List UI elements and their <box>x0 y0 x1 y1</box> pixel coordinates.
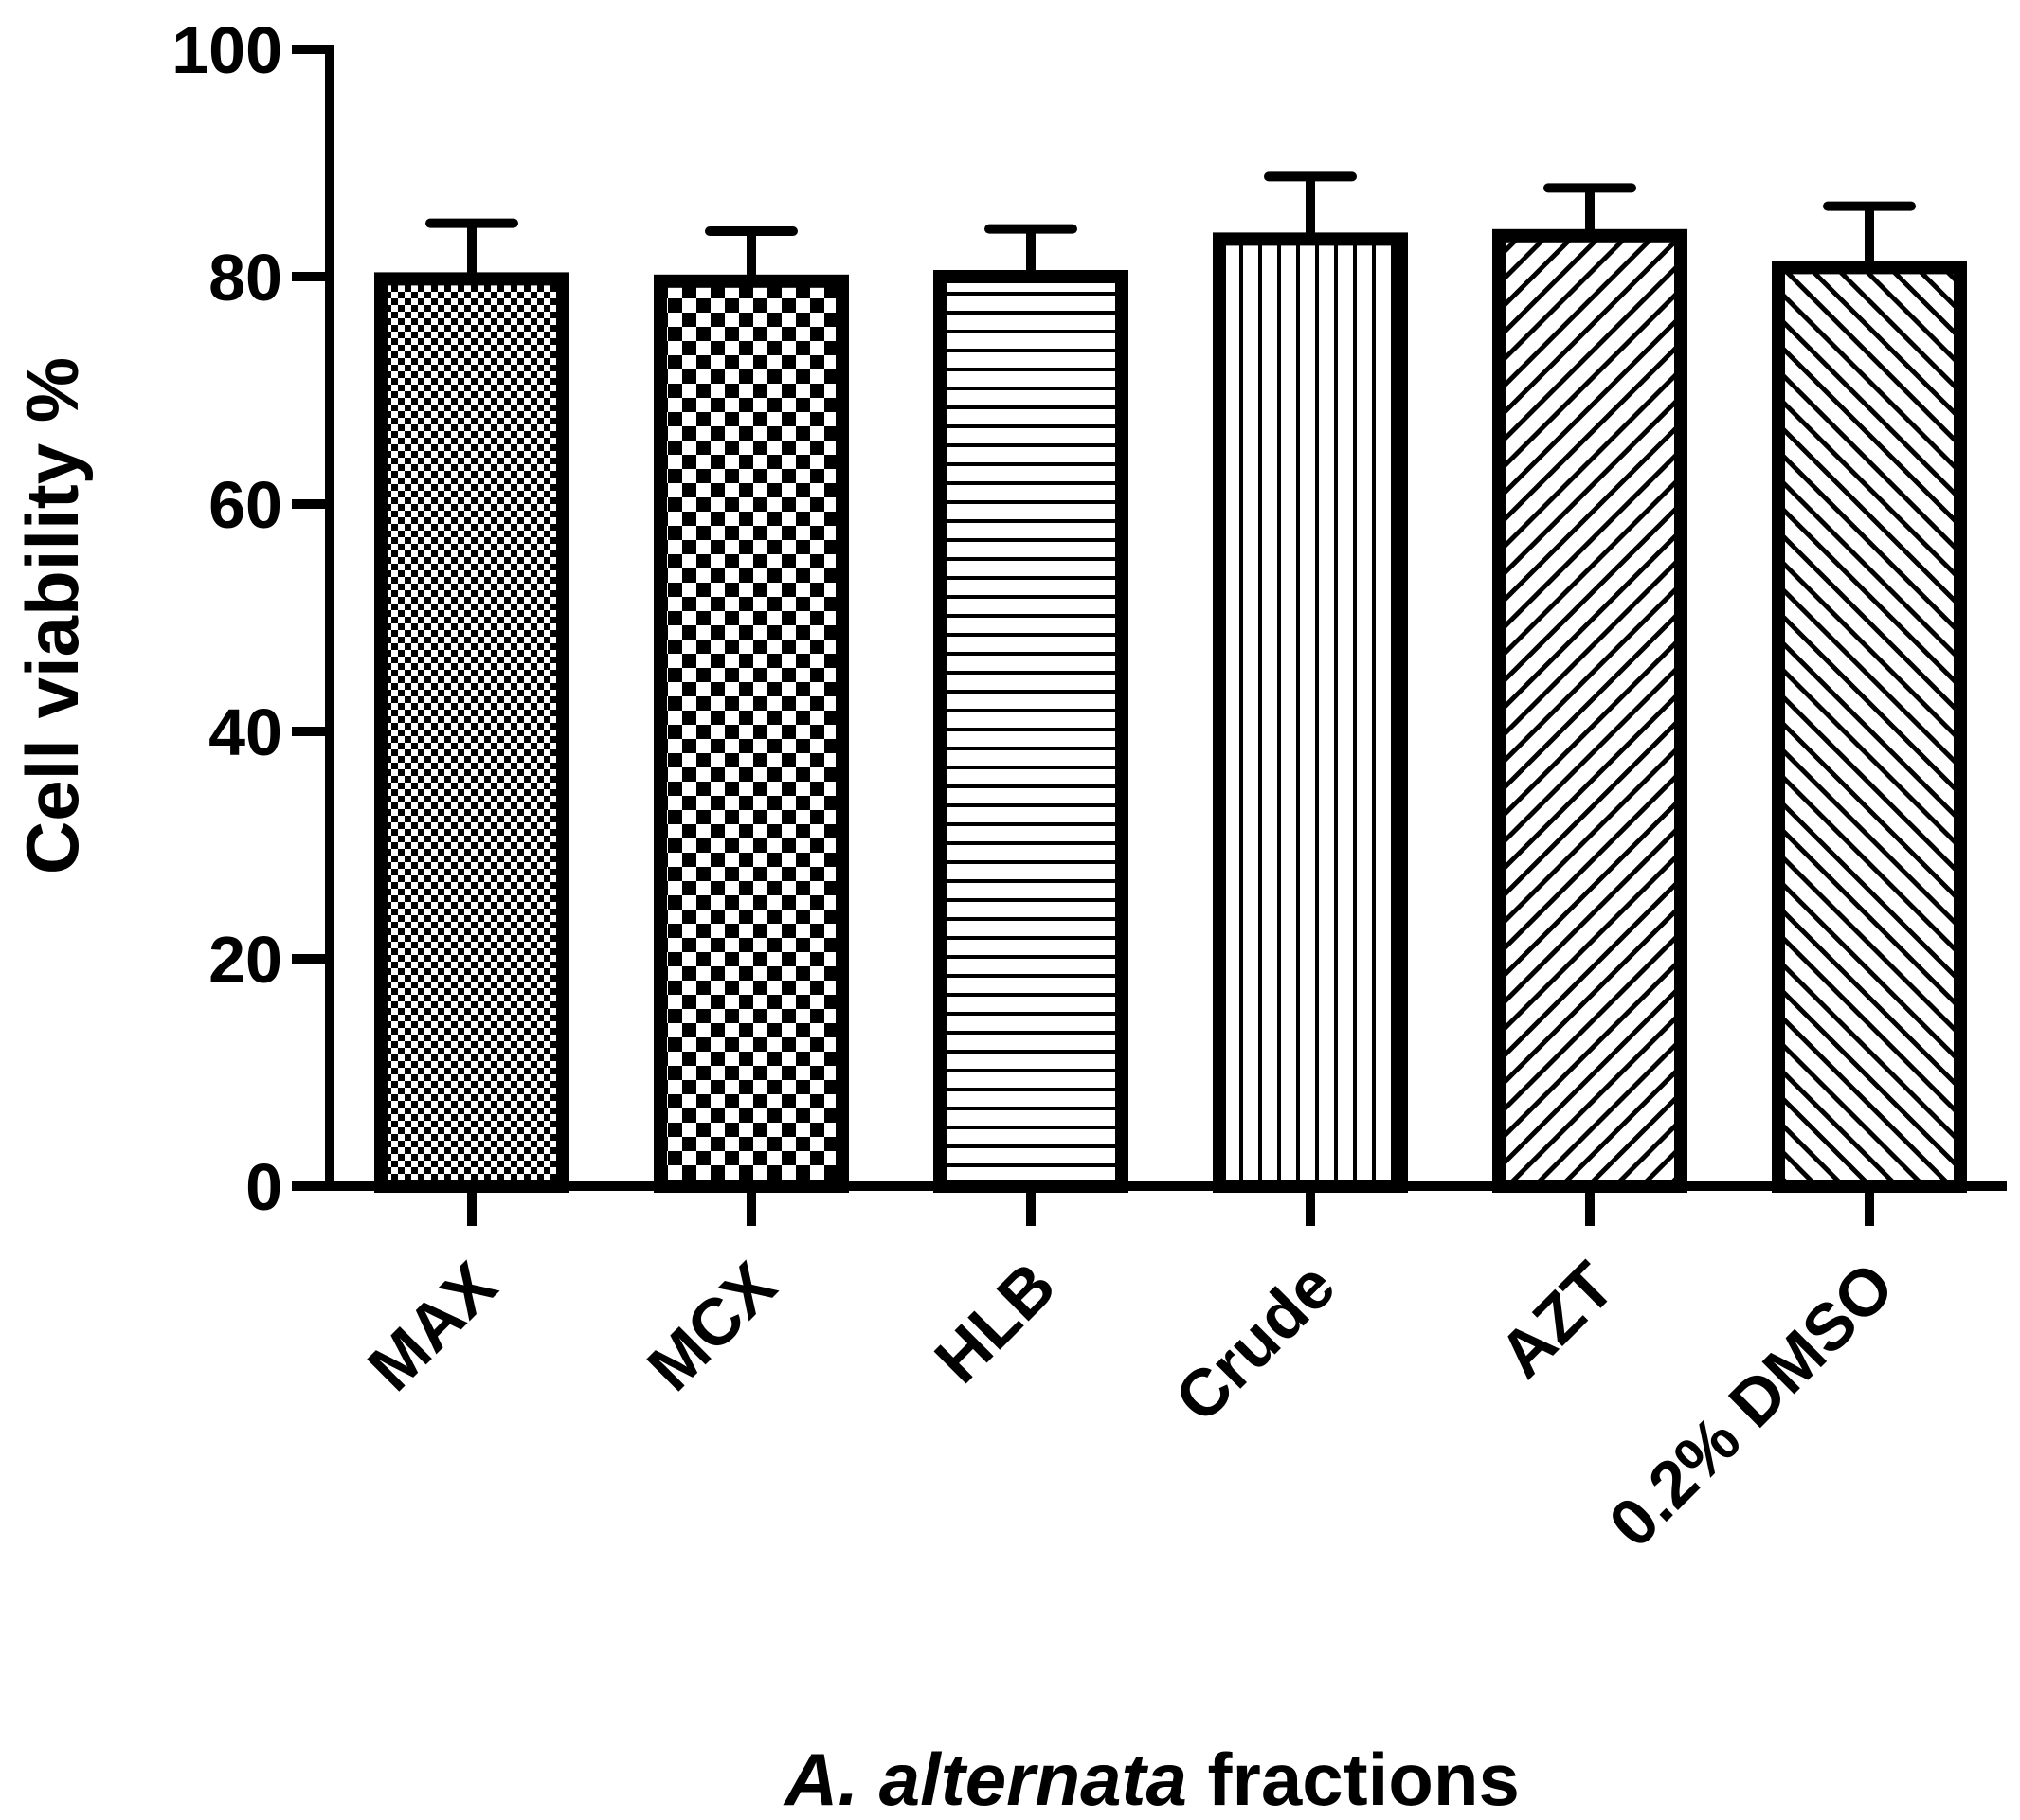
y-tick-label: 20 <box>208 923 282 997</box>
bar <box>933 270 1128 1193</box>
bar <box>374 272 569 1193</box>
x-category-label: MCX <box>633 1248 789 1404</box>
y-tick-label: 60 <box>208 468 282 542</box>
x-category-label: 0.2% DMSO <box>1595 1248 1907 1560</box>
y-tick-label: 0 <box>245 1150 282 1224</box>
bar <box>1772 261 1967 1193</box>
y-axis: 0 20 40 60 80 100 <box>171 13 334 1224</box>
x-axis-title: A. alternata fractions <box>783 1738 1520 1820</box>
x-category-label: AZT <box>1485 1248 1628 1391</box>
bar <box>1492 228 1687 1194</box>
bar <box>1213 232 1408 1193</box>
x-category-label: MAX <box>353 1248 510 1404</box>
y-axis-title: Cell viability % <box>10 357 94 874</box>
bars-group <box>374 171 1967 1194</box>
y-tick-label: 100 <box>171 13 282 87</box>
y-tick-label: 40 <box>208 695 282 769</box>
x-axis-title-italic: A. alternata <box>783 1738 1187 1820</box>
x-category-label: HLB <box>921 1248 1070 1397</box>
bar <box>654 274 849 1193</box>
y-tick-label: 80 <box>208 241 282 315</box>
x-axis-title-rest: fractions <box>1187 1738 1520 1820</box>
x-category-label: Crude <box>1161 1248 1348 1435</box>
